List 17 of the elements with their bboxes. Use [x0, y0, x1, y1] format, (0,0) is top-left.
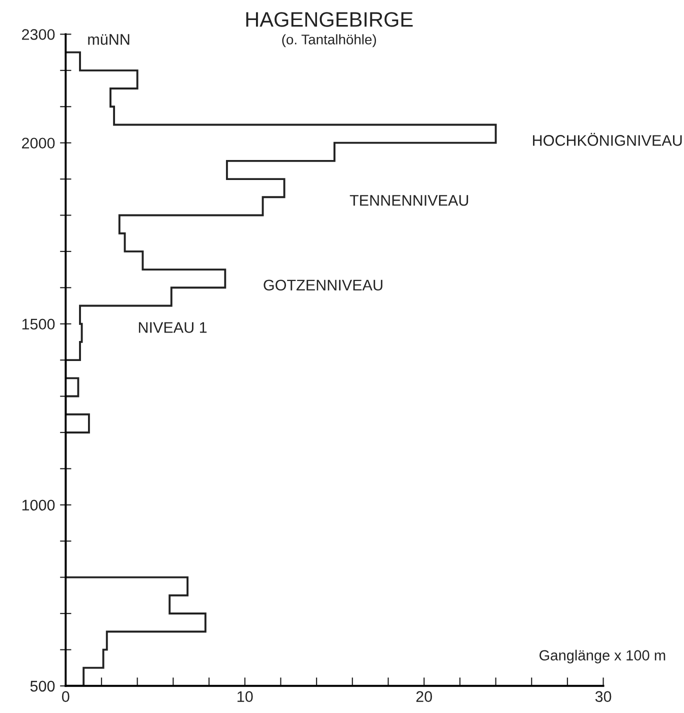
chart-subtitle: (o. Tantalhöhle) [282, 34, 376, 48]
annotation: TENNENNIVEAU [350, 195, 468, 206]
x-axis-title: Ganglänge x 100 m [540, 650, 666, 664]
x-tick-label: 10 [238, 691, 253, 702]
x-tick-label: 0 [62, 691, 70, 702]
annotation: HOCHKÖNIGNIVEAU [533, 132, 682, 146]
y-tick-label: 500 [30, 680, 55, 692]
y-tick-label: 1500 [22, 318, 55, 330]
y-tick-label: 2000 [22, 138, 55, 149]
x-tick-label: 30 [595, 691, 612, 702]
y-tick-label: 2300 [22, 29, 55, 40]
x-tick-label: 20 [416, 691, 432, 702]
chart-title: HAGENGEBIRGE [246, 12, 413, 27]
annotation: GOTZENNIVEAU [264, 280, 382, 291]
y-axis-title: müNN [88, 34, 130, 45]
annotation: NIVEAU 1 [138, 322, 207, 333]
y-tick-label: 1000 [22, 500, 55, 511]
